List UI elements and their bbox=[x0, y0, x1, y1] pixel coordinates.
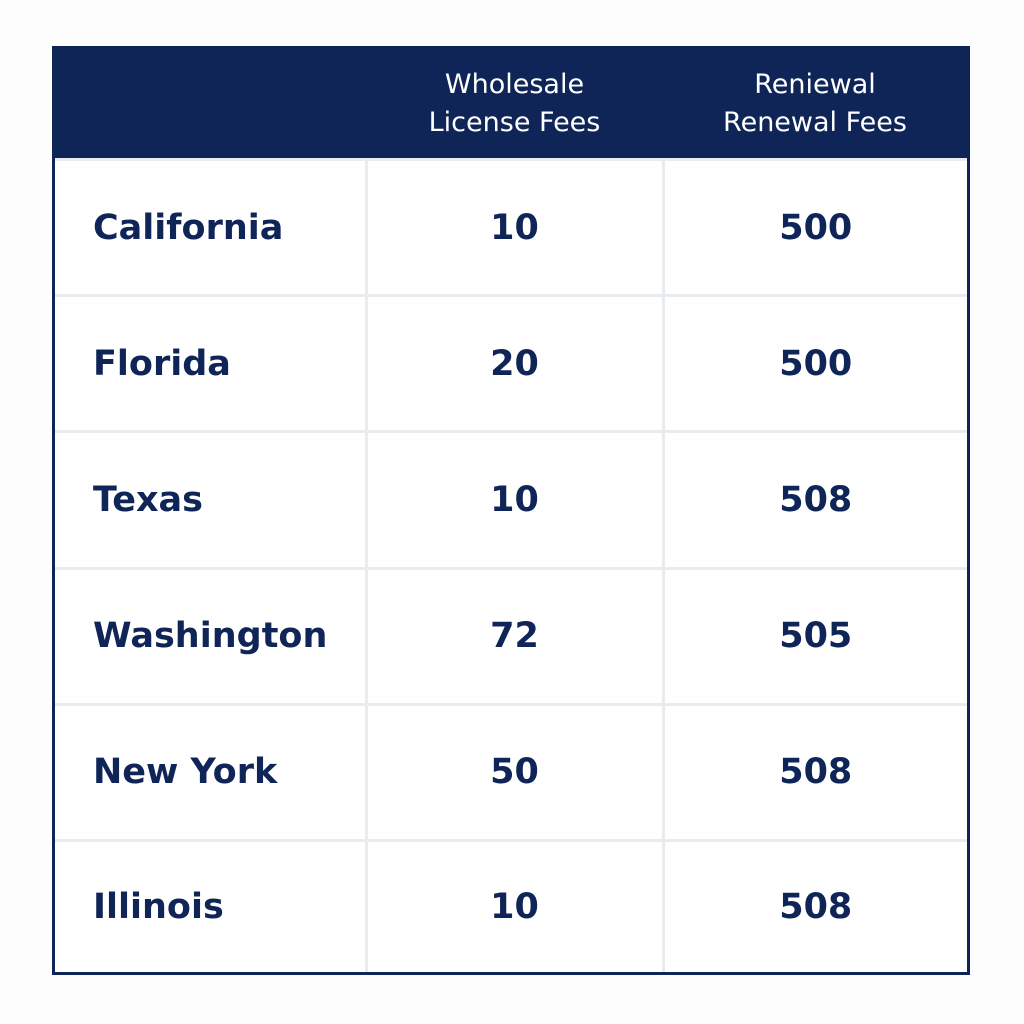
fees-table: Wholesale License Fees Reniewal Renewal F… bbox=[52, 46, 970, 975]
table-row: Florida 20 500 bbox=[55, 294, 967, 434]
state-cell: Texas bbox=[55, 430, 368, 570]
table-body: California 10 500 Florida 20 500 Texas 10 508 Was… bbox=[55, 157, 967, 972]
fee-cell: 500 bbox=[661, 294, 967, 434]
table-row: Texas 10 508 bbox=[55, 430, 967, 570]
fee-cell: 508 bbox=[661, 702, 967, 842]
fee-cell: 50 bbox=[364, 702, 665, 842]
state-cell: California bbox=[55, 157, 368, 298]
fee-cell: 10 bbox=[364, 430, 665, 570]
fee-cell: 500 bbox=[661, 157, 967, 298]
header-cell bbox=[55, 49, 366, 160]
fee-cell: 508 bbox=[661, 838, 967, 972]
state-cell: Washington bbox=[55, 566, 368, 706]
table-row: Washington 72 505 bbox=[55, 566, 967, 706]
fee-cell: 20 bbox=[364, 294, 665, 434]
table-row: New York 50 508 bbox=[55, 702, 967, 842]
header-cell: Reniewal Renewal Fees bbox=[663, 49, 967, 160]
state-cell: Florida bbox=[55, 294, 368, 434]
fee-cell: 505 bbox=[661, 566, 967, 706]
table-row: California 10 500 bbox=[55, 157, 967, 298]
header-cell: Wholesale License Fees bbox=[366, 49, 663, 160]
state-cell: New York bbox=[55, 702, 368, 842]
fee-cell: 508 bbox=[661, 430, 967, 570]
table: Wholesale License Fees Reniewal Renewal F… bbox=[55, 49, 967, 972]
header-row: Wholesale License Fees Reniewal Renewal F… bbox=[55, 49, 967, 160]
fee-cell: 10 bbox=[364, 157, 665, 298]
fee-cell: 72 bbox=[364, 566, 665, 706]
fee-cell: 10 bbox=[364, 838, 665, 972]
state-cell: Illinois bbox=[55, 838, 368, 972]
table-row: Illinois 10 508 bbox=[55, 838, 967, 972]
